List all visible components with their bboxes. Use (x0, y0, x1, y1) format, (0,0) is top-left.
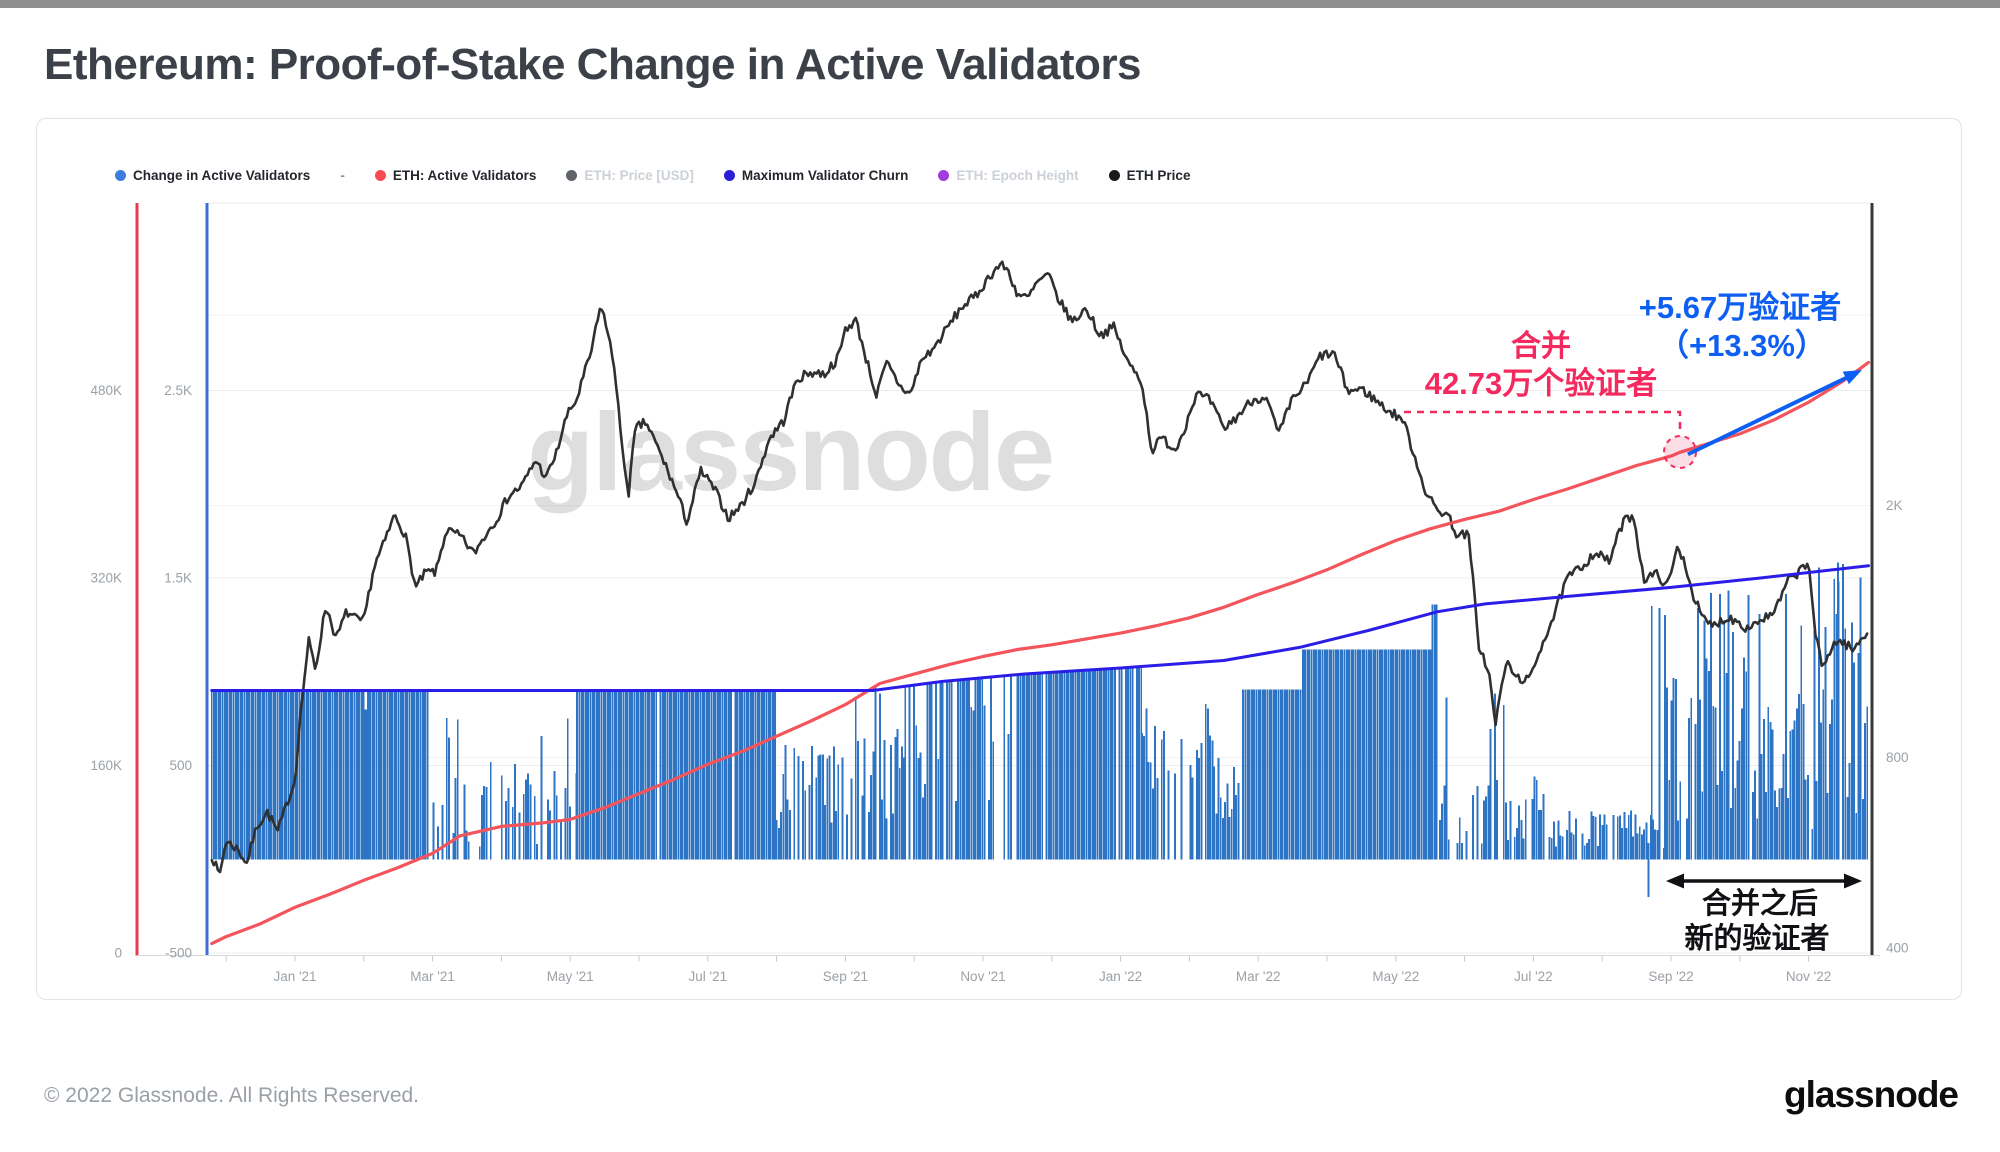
watermark-text: glassnode (527, 391, 1053, 514)
y-axis-validators-tick: 480K (90, 383, 122, 398)
axes (135, 203, 1880, 962)
x-axis-month-tick: Sep '21 (823, 969, 868, 984)
y-axis-validators-tick: 320K (90, 571, 122, 586)
x-axis-month-tick: Nov '21 (960, 969, 1005, 984)
x-axis-month-tick: Jan '22 (1099, 969, 1142, 984)
chart-legend: Change in Active Validators - ETH: Active … (115, 168, 1190, 183)
legend-dot-icon (938, 170, 950, 181)
legend-separator: - (340, 168, 345, 183)
legend-dot-icon (723, 170, 735, 181)
legend-item-label: Maximum Validator Churn (741, 168, 909, 183)
growth-arrowhead-icon (1842, 370, 1862, 385)
y-axis-validators-tick: 160K (90, 758, 122, 773)
series-eth-active-validators-line (210, 360, 1871, 946)
y-axis-change-tick: 500 (169, 758, 192, 773)
y-axis-price-tick: 400 (1886, 941, 1909, 956)
x-axis-month-tick: Sep '22 (1648, 969, 1693, 984)
page-title: Ethereum: Proof-of-Stake Change in Activ… (44, 40, 1142, 89)
legend-item-change-in-active-validators[interactable]: Change in Active Validators (115, 168, 310, 183)
postmerge-arrowhead-right-icon (1844, 873, 1862, 889)
legend-item-label: ETH Price (1126, 168, 1191, 183)
postmerge-annotation-line2: 新的验证者 (1684, 921, 1829, 955)
growth-annotation-line2: （+13.3%） (1658, 328, 1826, 363)
gridlines (207, 202, 1872, 954)
legend-item-eth-epoch-height[interactable]: ETH: Epoch Height (938, 168, 1079, 183)
x-axis-month-tick: Jan '21 (273, 969, 316, 984)
axis-labels: 480K 320K 160K 0 2.5K 1.5K 500 -500 2K 800 400 Jan … (90, 383, 1908, 984)
merge-annotation-line2: 42.73万个验证者 (1425, 366, 1658, 401)
footer-copyright: © 2022 Glassnode. All Rights Reserved. (44, 1084, 420, 1107)
x-axis-month-tick: Mar '21 (410, 969, 455, 984)
glassnode-logo: glassnode (1784, 1074, 1959, 1115)
y-axis-price-tick: 800 (1886, 750, 1909, 765)
series-change-in-active-validators-bars (210, 562, 1869, 897)
legend-item-eth-price-usd-[interactable]: ETH: Price [USD] (566, 168, 694, 183)
y-axis-change-tick: -500 (165, 946, 192, 961)
legend-item-label: Change in Active Validators (133, 168, 311, 183)
legend-item-label: ETH: Price [USD] (584, 168, 694, 183)
legend-item-eth-price[interactable]: ETH Price (1108, 168, 1191, 183)
x-axis-month-tick: Nov '22 (1786, 969, 1831, 984)
legend-item-maximum-validator-churn[interactable]: Maximum Validator Churn (723, 168, 909, 183)
legend-dot-icon (1108, 170, 1120, 181)
y-axis-change-tick: 1.5K (164, 571, 192, 586)
x-axis-month-tick: May '22 (1372, 969, 1419, 984)
postmerge-annotation-line1: 合并之后 (1702, 886, 1818, 920)
series-maximum-validator-churn-line (210, 564, 1870, 692)
x-axis-month-tick: Mar '22 (1236, 969, 1281, 984)
legend-item-label: ETH: Active Validators (392, 168, 537, 183)
x-axis-month-tick: Jul '22 (1514, 969, 1553, 984)
y-axis-price-tick: 2K (1886, 498, 1903, 513)
legend-item-eth-active-validators[interactable]: ETH: Active Validators (374, 168, 537, 183)
merge-annotation-line1: 合并 (1511, 329, 1571, 363)
legend-dot-icon (115, 170, 126, 181)
x-axis-month-tick: Jul '21 (688, 969, 727, 984)
top-border-strip (0, 0, 2000, 8)
legend-dot-icon (374, 170, 386, 181)
legend-dot-icon (566, 170, 578, 181)
x-axis-month-tick: May '21 (547, 969, 594, 984)
y-axis-validators-tick: 0 (114, 946, 122, 961)
growth-annotation-line1: +5.67万验证者 (1639, 290, 1841, 325)
postmerge-arrowhead-left-icon (1666, 873, 1684, 889)
series-eth-price-line (210, 260, 1869, 874)
legend-item-label: ETH: Epoch Height (956, 168, 1079, 183)
y-axis-change-tick: 2.5K (164, 383, 192, 398)
